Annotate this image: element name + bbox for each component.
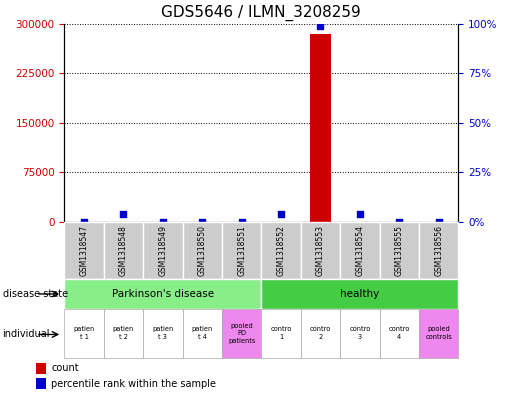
Bar bbox=[183, 222, 222, 279]
Text: healthy: healthy bbox=[340, 289, 380, 299]
Text: GSM1318549: GSM1318549 bbox=[159, 225, 167, 276]
Point bbox=[277, 211, 285, 217]
Text: GSM1318547: GSM1318547 bbox=[80, 225, 89, 276]
Bar bbox=[64, 279, 262, 309]
Text: patien
t 4: patien t 4 bbox=[192, 326, 213, 340]
Text: GSM1318550: GSM1318550 bbox=[198, 225, 207, 276]
Point bbox=[119, 211, 128, 217]
Text: pooled
controls: pooled controls bbox=[425, 326, 452, 340]
Bar bbox=[380, 309, 419, 358]
Bar bbox=[340, 309, 380, 358]
Text: contro
1: contro 1 bbox=[270, 326, 292, 340]
Text: contro
3: contro 3 bbox=[349, 326, 371, 340]
Point bbox=[435, 219, 443, 225]
Bar bbox=[64, 309, 104, 358]
Text: patien
t 1: patien t 1 bbox=[74, 326, 95, 340]
Text: GSM1318552: GSM1318552 bbox=[277, 225, 285, 276]
Text: contro
2: contro 2 bbox=[310, 326, 331, 340]
Text: percentile rank within the sample: percentile rank within the sample bbox=[52, 379, 216, 389]
Text: individual: individual bbox=[3, 329, 50, 339]
Point bbox=[395, 219, 403, 225]
Bar bbox=[262, 222, 301, 279]
Text: GSM1318548: GSM1318548 bbox=[119, 225, 128, 276]
Text: GSM1318553: GSM1318553 bbox=[316, 225, 325, 276]
Bar bbox=[64, 222, 104, 279]
Text: patien
t 2: patien t 2 bbox=[113, 326, 134, 340]
Bar bbox=[301, 309, 340, 358]
Text: Parkinson's disease: Parkinson's disease bbox=[112, 289, 214, 299]
Bar bbox=[104, 309, 143, 358]
Text: GSM1318551: GSM1318551 bbox=[237, 225, 246, 276]
Text: GSM1318556: GSM1318556 bbox=[434, 225, 443, 276]
Bar bbox=[143, 309, 183, 358]
Bar bbox=[104, 222, 143, 279]
Bar bbox=[419, 222, 458, 279]
Bar bbox=[183, 309, 222, 358]
Bar bbox=[419, 309, 458, 358]
Bar bbox=[380, 222, 419, 279]
Text: pooled
PD
patients: pooled PD patients bbox=[228, 323, 255, 343]
Text: count: count bbox=[52, 364, 79, 373]
Point bbox=[356, 211, 364, 217]
Bar bbox=[222, 309, 262, 358]
Point bbox=[237, 219, 246, 225]
Bar bbox=[310, 33, 331, 222]
Text: contro
4: contro 4 bbox=[388, 326, 410, 340]
Bar bbox=[36, 378, 46, 389]
Bar bbox=[262, 279, 458, 309]
Title: GDS5646 / ILMN_3208259: GDS5646 / ILMN_3208259 bbox=[162, 5, 361, 21]
Text: disease state: disease state bbox=[3, 289, 67, 299]
Point bbox=[80, 219, 88, 225]
Bar bbox=[36, 363, 46, 374]
Bar bbox=[340, 222, 380, 279]
Text: GSM1318555: GSM1318555 bbox=[395, 225, 404, 276]
Bar bbox=[262, 309, 301, 358]
Bar bbox=[143, 222, 183, 279]
Bar bbox=[301, 222, 340, 279]
Point bbox=[198, 219, 207, 225]
Text: patien
t 3: patien t 3 bbox=[152, 326, 174, 340]
Bar bbox=[222, 222, 262, 279]
Text: GSM1318554: GSM1318554 bbox=[355, 225, 364, 276]
Point bbox=[159, 219, 167, 225]
Point bbox=[316, 22, 324, 29]
